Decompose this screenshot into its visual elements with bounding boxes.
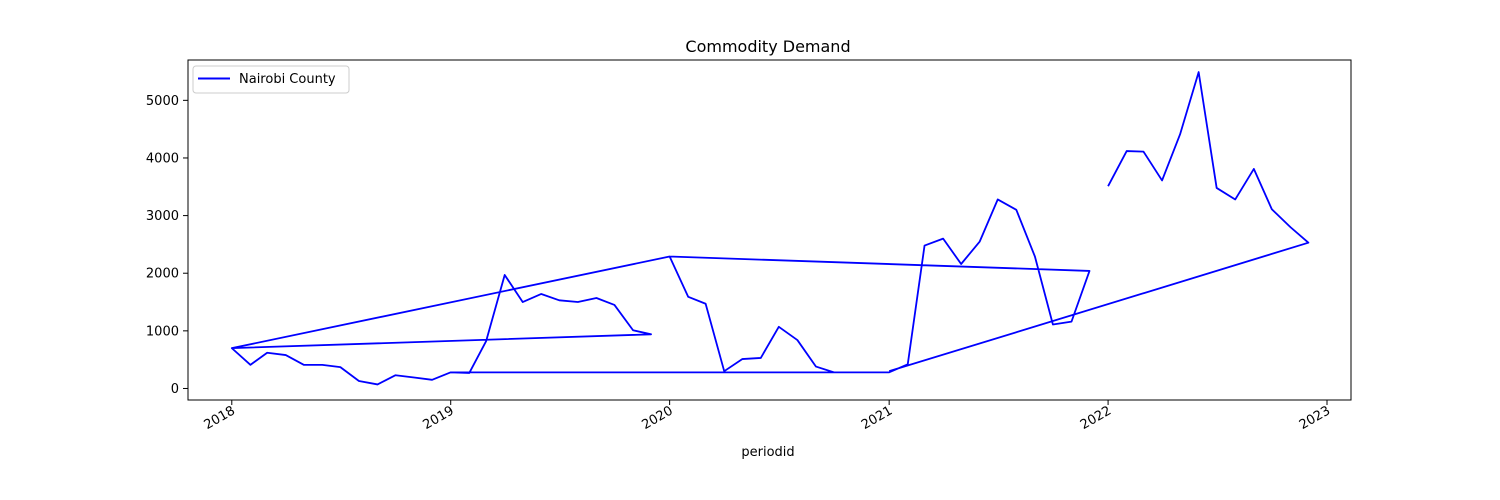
legend-label: Nairobi County bbox=[239, 72, 336, 87]
y-tick-label-5000: 5000 bbox=[146, 94, 179, 109]
chart-title: Commodity Demand bbox=[685, 37, 850, 56]
y-tick-label-0: 0 bbox=[171, 382, 179, 397]
plot-frame bbox=[187, 59, 1352, 401]
y-tick-label-4000: 4000 bbox=[146, 151, 179, 166]
y-tick-label-2000: 2000 bbox=[146, 267, 179, 282]
y-tick-label-3000: 3000 bbox=[146, 209, 179, 224]
series-line-nairobi-county bbox=[230, 71, 1310, 386]
y-tick-label-1000: 1000 bbox=[146, 324, 179, 339]
plot-area bbox=[230, 71, 1310, 386]
legend: Nairobi County bbox=[192, 65, 350, 94]
y-axis: 0 1000 2000 3000 4000 5000 bbox=[146, 94, 188, 397]
x-axis-label: periodid bbox=[741, 445, 794, 460]
legend-box bbox=[192, 65, 350, 94]
